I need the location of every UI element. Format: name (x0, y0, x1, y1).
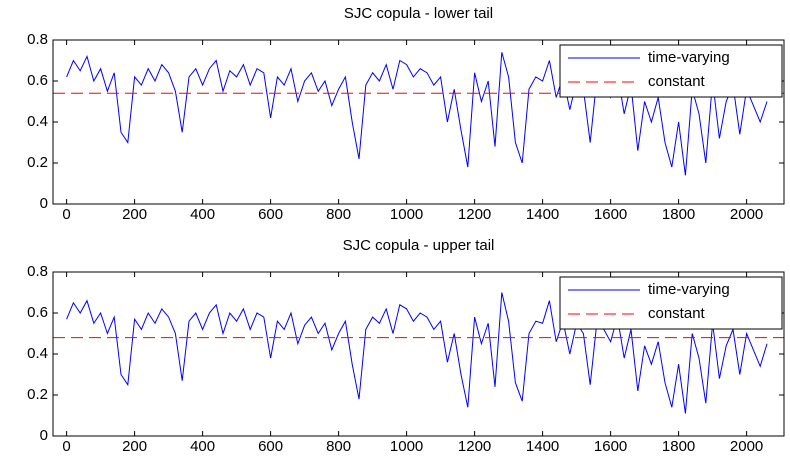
legend-box (559, 44, 783, 98)
x-tick-label: 600 (258, 206, 283, 223)
y-tick-label: 0 (40, 195, 48, 212)
y-tick-label: 0.8 (27, 263, 48, 280)
x-tick-label: 1000 (390, 438, 423, 455)
legend-label: constant (648, 73, 706, 90)
x-tick-label: 800 (326, 438, 351, 455)
x-tick-label: 1600 (594, 438, 627, 455)
x-tick-label: 0 (62, 438, 70, 455)
y-tick-label: 0.2 (27, 154, 48, 171)
x-tick-label: 1400 (526, 438, 559, 455)
y-tick-label: 0.8 (27, 31, 48, 48)
x-tick-label: 1400 (526, 206, 559, 223)
x-tick-label: 1800 (662, 206, 695, 223)
x-tick-label: 800 (326, 206, 351, 223)
y-tick-label: 0.4 (27, 345, 48, 362)
series-line (66, 292, 768, 414)
y-tick-label: 0.6 (27, 72, 48, 89)
x-tick-label: 1600 (594, 206, 627, 223)
x-tick-label: 1200 (458, 438, 491, 455)
series-line (66, 52, 768, 176)
y-tick-label: 0.4 (27, 113, 48, 130)
legend-label: constant (648, 305, 706, 322)
x-tick-label: 200 (122, 206, 147, 223)
y-tick-label: 0.2 (27, 386, 48, 403)
legend-label: time-varying (648, 281, 730, 298)
x-tick-label: 400 (190, 206, 215, 223)
legend-label: time-varying (648, 49, 730, 66)
x-tick-label: 400 (190, 438, 215, 455)
y-tick-label: 0.6 (27, 304, 48, 321)
x-tick-label: 600 (258, 438, 283, 455)
x-tick-label: 1200 (458, 206, 491, 223)
x-tick-label: 200 (122, 438, 147, 455)
x-tick-label: 0 (62, 206, 70, 223)
y-tick-label: 0 (40, 427, 48, 444)
x-tick-label: 1800 (662, 438, 695, 455)
chart-title: SJC copula - upper tail (343, 237, 495, 254)
x-tick-label: 1000 (390, 206, 423, 223)
chart-title: SJC copula - lower tail (344, 5, 493, 22)
legend-box (559, 276, 783, 330)
x-tick-label: 2000 (730, 206, 763, 223)
x-tick-label: 2000 (730, 438, 763, 455)
